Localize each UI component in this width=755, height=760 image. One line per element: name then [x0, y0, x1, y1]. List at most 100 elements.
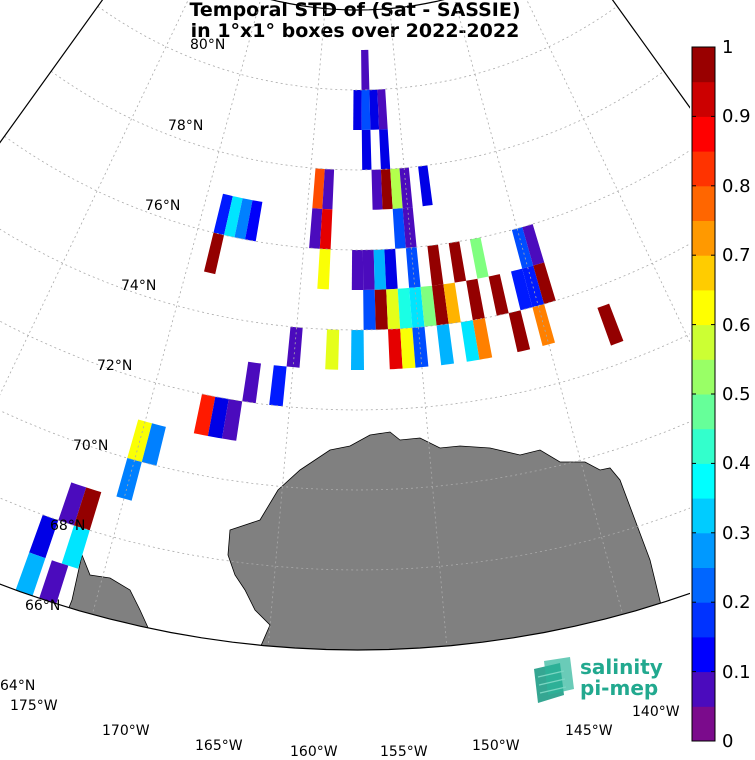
colorbar-cell-7	[692, 463, 715, 499]
data-box-39	[420, 285, 437, 327]
colorbar-cell-17	[692, 116, 715, 152]
data-box-43	[488, 274, 509, 316]
colorbar-cell-5	[692, 532, 715, 568]
data-box-60	[597, 303, 624, 346]
data-box-69	[29, 514, 59, 559]
data-box-18	[309, 208, 323, 249]
data-box-46	[533, 262, 556, 305]
lat-label-72: 72°N	[97, 358, 132, 374]
data-box-61	[193, 394, 216, 436]
data-box-67	[58, 482, 87, 526]
colorbar-cell-6	[692, 498, 715, 534]
data-box-65	[141, 423, 166, 466]
lon-label-165: 165°W	[195, 738, 243, 754]
parallel-68	[0, 410, 690, 491]
map-plot: 80°N 78°N 76°N 74°N 72°N 70°N 68°N 66°N …	[0, 0, 690, 760]
data-box-37	[397, 287, 413, 329]
logo-text: salinity pi-mep	[580, 657, 663, 699]
data-box-26	[373, 249, 387, 290]
lat-label-80: 80°N	[190, 37, 225, 53]
data-box-48	[325, 329, 340, 370]
lon-label-155: 155°W	[380, 744, 428, 760]
cbar-label-0.8: 0.8	[722, 176, 751, 197]
colorbar-tick-labels: 0 0.1 0.2 0.3 0.4 0.5 0.6 0.7 0.8 0.9 1	[722, 37, 751, 752]
cbar-label-0.5: 0.5	[722, 384, 751, 405]
data-box-30	[448, 241, 467, 283]
data-box-33	[522, 224, 545, 266]
colorbar-ticks	[692, 46, 715, 742]
cbar-label-1: 1	[722, 37, 733, 58]
meridian-165	[91, 0, 261, 615]
parallel-78	[97, 6, 618, 91]
data-box-3	[369, 89, 380, 130]
meridian-170	[0, 0, 189, 396]
latitude-labels: 80°N 78°N 76°N 74°N 72°N 70°N 68°N 66°N …	[0, 37, 225, 694]
parallel-72	[0, 228, 690, 331]
data-box-22	[204, 232, 224, 275]
colorbar-cell-18	[692, 81, 715, 117]
parallel-66	[0, 497, 690, 571]
colorbar-cell-0	[692, 706, 715, 742]
data-box-56	[508, 310, 531, 353]
data-box-44	[511, 268, 533, 311]
data-box-47	[286, 326, 303, 368]
data-box-41	[443, 282, 461, 324]
data-box-20	[392, 208, 406, 249]
data-box-24	[351, 250, 364, 290]
colorbar-cell-8	[692, 428, 715, 464]
data-box-19	[319, 208, 333, 250]
logo-line-2: pi-mep	[580, 676, 659, 700]
data-box-14	[213, 193, 233, 236]
data-box-62	[207, 396, 229, 439]
data-box-23	[317, 248, 331, 290]
lon-label-170: 170°W	[102, 723, 150, 739]
data-box-42	[466, 278, 485, 321]
data-box-4	[377, 89, 388, 130]
lat-label-76: 76°N	[145, 198, 180, 214]
lat-label-64: 64°N	[0, 678, 35, 694]
map-frame	[0, 0, 690, 651]
parallel-74	[4, 135, 690, 251]
colorbar-cell-3	[692, 602, 715, 638]
data-box-7	[312, 168, 325, 209]
data-box-1	[353, 90, 362, 130]
cbar-label-0.7: 0.7	[722, 245, 751, 266]
colorbar-border	[691, 46, 716, 742]
data-box-27	[384, 248, 398, 290]
data-box-10	[380, 169, 393, 210]
data-box-11	[390, 168, 403, 209]
data-box-29	[427, 244, 444, 286]
lon-label-175: 175°W	[10, 698, 58, 714]
colorbar-cells	[692, 47, 715, 742]
lon-label-145: 145°W	[565, 723, 613, 739]
data-box-51	[400, 327, 416, 369]
data-boxes	[15, 49, 624, 604]
data-box-31	[469, 237, 489, 279]
data-box-9	[371, 169, 383, 210]
data-box-15	[224, 196, 243, 238]
data-box-63	[222, 399, 243, 441]
data-box-40	[432, 284, 449, 326]
data-box-36	[386, 288, 401, 330]
colorbar-cell-2	[692, 636, 715, 673]
data-box-55	[472, 318, 493, 360]
data-box-58	[242, 361, 261, 404]
data-box-35	[374, 289, 388, 330]
data-box-2	[361, 89, 371, 130]
colorbar-cell-9	[692, 394, 715, 430]
salinity-pimep-logo: salinity pi-mep	[530, 655, 680, 707]
colorbar-cell-1	[692, 671, 715, 707]
data-box-34	[363, 289, 376, 330]
graticule	[0, 0, 690, 647]
colorbar-cell-12	[692, 289, 715, 326]
data-box-71	[15, 552, 46, 596]
lon-label-150: 150°W	[472, 738, 520, 754]
colorbar-cell-19	[692, 47, 715, 83]
data-box-49	[351, 330, 364, 370]
meridian-160	[267, 8, 326, 647]
data-box-59	[269, 365, 287, 407]
data-box-54	[460, 320, 480, 362]
meridian-155	[389, 8, 448, 647]
lat-label-66: 66°N	[25, 598, 60, 614]
cbar-label-0.2: 0.2	[722, 592, 751, 613]
